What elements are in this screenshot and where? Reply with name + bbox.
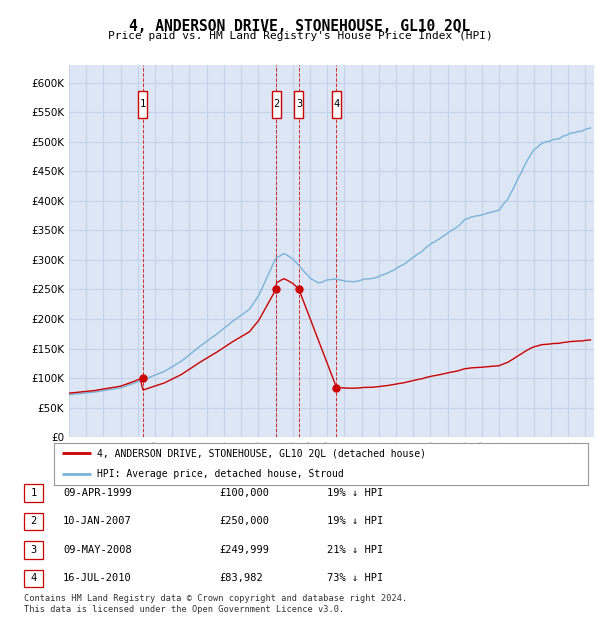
Text: 10-JAN-2007: 10-JAN-2007 bbox=[63, 516, 132, 526]
Text: 09-MAY-2008: 09-MAY-2008 bbox=[63, 545, 132, 555]
FancyBboxPatch shape bbox=[332, 91, 341, 118]
FancyBboxPatch shape bbox=[138, 91, 147, 118]
Text: 4: 4 bbox=[31, 574, 37, 583]
Text: 2: 2 bbox=[31, 516, 37, 526]
Text: £100,000: £100,000 bbox=[219, 488, 269, 498]
Text: £249,999: £249,999 bbox=[219, 545, 269, 555]
Text: 2: 2 bbox=[273, 99, 279, 109]
Text: 1: 1 bbox=[139, 99, 146, 109]
Text: Contains HM Land Registry data © Crown copyright and database right 2024.
This d: Contains HM Land Registry data © Crown c… bbox=[24, 595, 407, 614]
Text: 21% ↓ HPI: 21% ↓ HPI bbox=[327, 545, 383, 555]
Text: HPI: Average price, detached house, Stroud: HPI: Average price, detached house, Stro… bbox=[97, 469, 343, 479]
Text: 16-JUL-2010: 16-JUL-2010 bbox=[63, 574, 132, 583]
Text: 09-APR-1999: 09-APR-1999 bbox=[63, 488, 132, 498]
Text: 3: 3 bbox=[31, 545, 37, 555]
Text: 1: 1 bbox=[31, 488, 37, 498]
Text: £250,000: £250,000 bbox=[219, 516, 269, 526]
Text: 4, ANDERSON DRIVE, STONEHOUSE, GL10 2QL (detached house): 4, ANDERSON DRIVE, STONEHOUSE, GL10 2QL … bbox=[97, 448, 426, 458]
Text: 4, ANDERSON DRIVE, STONEHOUSE, GL10 2QL: 4, ANDERSON DRIVE, STONEHOUSE, GL10 2QL bbox=[130, 19, 470, 33]
FancyBboxPatch shape bbox=[272, 91, 281, 118]
Text: £83,982: £83,982 bbox=[219, 574, 263, 583]
Text: Price paid vs. HM Land Registry's House Price Index (HPI): Price paid vs. HM Land Registry's House … bbox=[107, 31, 493, 41]
Text: 19% ↓ HPI: 19% ↓ HPI bbox=[327, 488, 383, 498]
Text: 4: 4 bbox=[334, 99, 340, 109]
FancyBboxPatch shape bbox=[295, 91, 304, 118]
Text: 73% ↓ HPI: 73% ↓ HPI bbox=[327, 574, 383, 583]
Text: 3: 3 bbox=[296, 99, 302, 109]
Text: 19% ↓ HPI: 19% ↓ HPI bbox=[327, 516, 383, 526]
